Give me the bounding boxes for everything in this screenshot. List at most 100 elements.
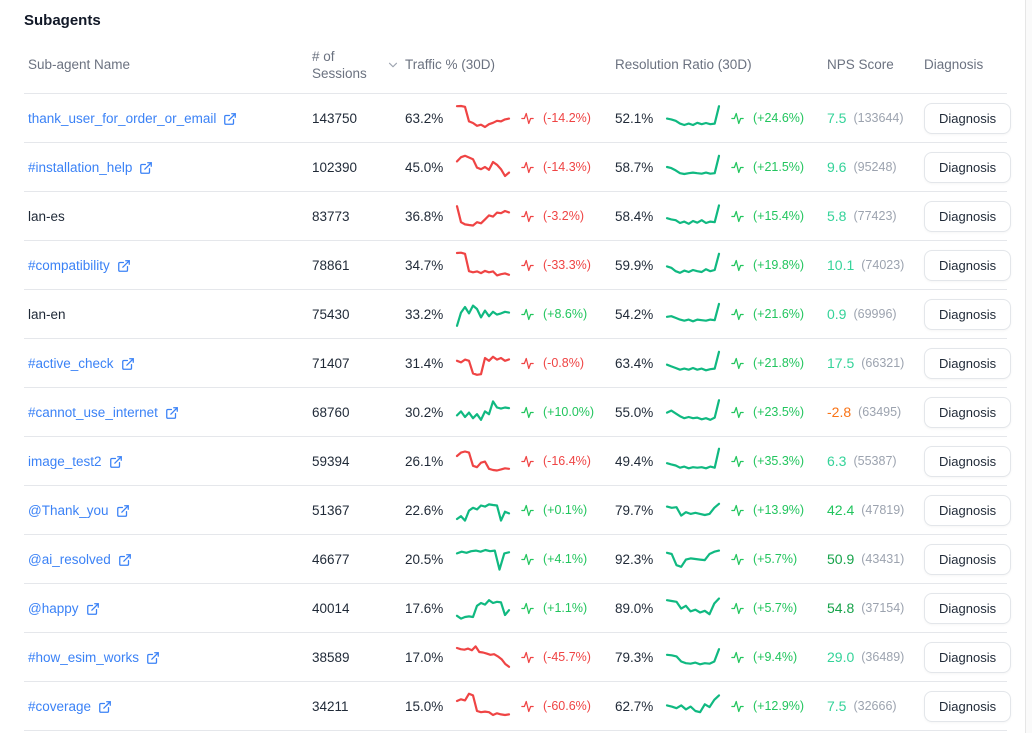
agent-name-label: @happy — [28, 600, 79, 616]
nps-cell: 5.8 (77423) — [823, 208, 920, 224]
traffic-cell: 30.2% (+10.0%) — [401, 395, 611, 429]
agent-name-link[interactable]: #installation_help — [28, 160, 153, 175]
external-link-icon — [116, 504, 130, 518]
agent-name-label: lan-es — [28, 208, 65, 224]
resolution-value: 58.7% — [615, 159, 654, 175]
agent-name-link[interactable]: #compatibility — [28, 258, 131, 273]
resolution-delta: (+12.9%) — [753, 699, 805, 713]
resolution-delta: (+5.7%) — [753, 601, 798, 615]
diagnosis-button[interactable]: Diagnosis — [924, 494, 1012, 526]
activity-pulse-icon — [520, 601, 535, 616]
resolution-cell: 79.3% (+9.4%) — [611, 640, 823, 674]
agent-name-link[interactable]: @Thank_you — [28, 503, 130, 518]
activity-pulse-icon — [520, 454, 535, 469]
resolution-delta: (+21.5%) — [753, 160, 805, 174]
resolution-value: 92.3% — [615, 551, 654, 567]
diagnosis-button[interactable]: Diagnosis — [924, 690, 1012, 722]
agent-name-link[interactable]: image_test2 — [28, 454, 123, 469]
diagnosis-button[interactable]: Diagnosis — [924, 151, 1012, 183]
traffic-delta: (+4.1%) — [543, 552, 588, 566]
diagnosis-button[interactable]: Diagnosis — [924, 445, 1012, 477]
nps-cell: 29.0 (36489) — [823, 649, 920, 665]
activity-pulse-icon — [520, 209, 535, 224]
traffic-sparkline — [455, 450, 511, 472]
agent-name-link[interactable]: thank_user_for_order_or_email — [28, 111, 237, 126]
column-header-resolution: Resolution Ratio (30D) — [615, 57, 752, 72]
diagnosis-button[interactable]: Diagnosis — [924, 249, 1012, 281]
traffic-value: 63.2% — [405, 110, 444, 126]
resolution-value: 59.9% — [615, 257, 654, 273]
resolution-value: 58.4% — [615, 208, 654, 224]
nps-score: 6.3 — [827, 453, 847, 469]
diagnosis-button[interactable]: Diagnosis — [924, 200, 1012, 232]
traffic-cell: 45.0% (-14.3%) — [401, 150, 611, 184]
diagnosis-button[interactable]: Diagnosis — [924, 396, 1012, 428]
traffic-cell: 22.6% (+0.1%) — [401, 493, 611, 527]
diagnosis-button[interactable]: Diagnosis — [924, 543, 1012, 575]
agent-name-link[interactable]: #coverage — [28, 699, 112, 714]
resolution-delta: (+23.5%) — [753, 405, 805, 419]
column-header-sessions[interactable]: # of Sessions — [308, 48, 401, 82]
activity-pulse-icon — [730, 503, 745, 518]
activity-pulse-icon — [730, 699, 745, 714]
diagnosis-button[interactable]: Diagnosis — [924, 347, 1012, 379]
agent-name-label: #cannot_use_internet — [28, 404, 158, 420]
diagnosis-button[interactable]: Diagnosis — [924, 102, 1012, 134]
sessions-count: 38589 — [312, 649, 350, 665]
agent-name-link[interactable]: #active_check — [28, 356, 135, 371]
resolution-cell: 54.2% (+21.6%) — [611, 297, 823, 331]
activity-pulse-icon — [730, 552, 745, 567]
diagnosis-button[interactable]: Diagnosis — [924, 298, 1012, 330]
nps-cell: 7.5 (133644) — [823, 110, 920, 126]
resolution-delta: (+21.8%) — [753, 356, 805, 370]
traffic-sparkline — [455, 304, 511, 327]
resolution-cell: 49.4% (+35.3%) — [611, 444, 823, 478]
resolution-delta: (+5.7%) — [753, 552, 798, 566]
external-link-icon — [109, 455, 123, 469]
table-row: #active_check 71407 31.4% (-0.8%) 63.4% … — [24, 339, 1012, 388]
nps-response-count: (43431) — [861, 552, 905, 566]
agent-name-link: lan-es — [28, 209, 65, 224]
resolution-sparkline — [665, 399, 721, 421]
resolution-delta: (+19.8%) — [753, 258, 805, 272]
sessions-count: 34211 — [312, 698, 349, 714]
sessions-count: 46677 — [312, 551, 350, 567]
nps-score: 5.8 — [827, 208, 847, 224]
traffic-delta: (+8.6%) — [543, 307, 588, 321]
resolution-value: 89.0% — [615, 600, 654, 616]
agent-name-link[interactable]: @ai_resolved — [28, 552, 132, 567]
agent-name-label: @ai_resolved — [28, 551, 111, 567]
nps-score: 54.8 — [827, 600, 855, 616]
traffic-sparkline — [455, 205, 511, 227]
traffic-sparkline — [455, 645, 511, 668]
nps-score: 17.5 — [827, 355, 855, 371]
agent-name-link[interactable]: #how_esim_works — [28, 650, 160, 665]
resolution-sparkline — [665, 549, 721, 568]
traffic-cell: 36.8% (-3.2%) — [401, 199, 611, 233]
nps-score: 7.5 — [827, 110, 847, 126]
agent-name-link[interactable]: #cannot_use_internet — [28, 405, 179, 420]
traffic-cell: 63.2% (-14.2%) — [401, 101, 611, 135]
vertical-scrollbar[interactable] — [1025, 0, 1032, 733]
traffic-delta: (-14.2%) — [543, 111, 591, 125]
nps-cell: 7.5 (32666) — [823, 698, 920, 714]
resolution-value: 79.7% — [615, 502, 654, 518]
traffic-value: 30.2% — [405, 404, 444, 420]
agent-name-link[interactable]: @happy — [28, 601, 100, 616]
traffic-sparkline — [455, 503, 511, 522]
resolution-delta: (+15.4%) — [753, 209, 805, 223]
diagnosis-button[interactable]: Diagnosis — [924, 641, 1012, 673]
resolution-value: 54.2% — [615, 306, 654, 322]
table-row: @ai_resolved 46677 20.5% (+4.1%) 92.3% (… — [24, 535, 1012, 584]
agent-name-label: #compatibility — [28, 257, 110, 273]
traffic-value: 17.6% — [405, 600, 444, 616]
diagnosis-button[interactable]: Diagnosis — [924, 592, 1012, 624]
resolution-sparkline — [665, 350, 721, 372]
nps-response-count: (133644) — [853, 111, 904, 125]
traffic-delta: (-3.2%) — [543, 209, 584, 223]
activity-pulse-icon — [730, 454, 745, 469]
agent-name-label: lan-en — [28, 306, 66, 322]
nps-score: 7.5 — [827, 698, 847, 714]
agent-name-label: #how_esim_works — [28, 649, 140, 665]
